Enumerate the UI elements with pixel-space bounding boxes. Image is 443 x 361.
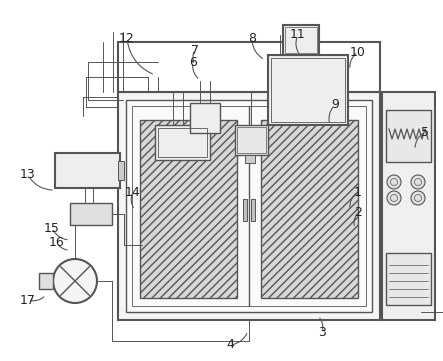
Bar <box>251 199 255 221</box>
Text: 11: 11 <box>290 29 306 42</box>
Bar <box>155 125 210 160</box>
Bar <box>55 153 120 188</box>
Text: 15: 15 <box>44 222 60 235</box>
Bar <box>118 92 380 320</box>
Bar <box>382 92 435 320</box>
Bar <box>118 42 380 92</box>
Text: 1: 1 <box>354 186 362 199</box>
Bar <box>245 155 255 163</box>
Text: 14: 14 <box>125 186 141 199</box>
Bar <box>243 199 247 221</box>
Bar <box>132 106 366 306</box>
Text: 17: 17 <box>20 293 36 306</box>
Text: 2: 2 <box>354 206 362 219</box>
Bar <box>70 203 112 225</box>
Text: 13: 13 <box>20 169 36 182</box>
Bar <box>39 273 53 289</box>
Bar <box>283 25 319 55</box>
Bar <box>126 100 372 312</box>
Text: 5: 5 <box>421 126 429 139</box>
Circle shape <box>387 175 401 189</box>
Circle shape <box>387 191 401 205</box>
Bar <box>285 27 317 53</box>
Bar <box>190 103 220 133</box>
Text: 7: 7 <box>191 43 199 57</box>
Bar <box>386 253 431 305</box>
Text: 3: 3 <box>318 326 326 339</box>
Text: 8: 8 <box>248 31 256 44</box>
Text: 9: 9 <box>331 99 339 112</box>
Bar <box>386 110 431 162</box>
Bar <box>261 120 358 298</box>
Bar <box>158 128 207 157</box>
Circle shape <box>411 175 425 189</box>
Circle shape <box>411 191 425 205</box>
Bar <box>268 55 348 125</box>
Bar <box>140 120 237 298</box>
Text: 10: 10 <box>350 45 366 58</box>
Text: 6: 6 <box>189 56 197 69</box>
Bar <box>235 125 268 155</box>
Text: 12: 12 <box>119 31 135 44</box>
Bar <box>118 161 124 180</box>
Text: 16: 16 <box>49 236 65 249</box>
Bar <box>237 127 266 153</box>
Circle shape <box>53 259 97 303</box>
Text: 4: 4 <box>226 339 234 352</box>
Bar <box>271 58 345 122</box>
